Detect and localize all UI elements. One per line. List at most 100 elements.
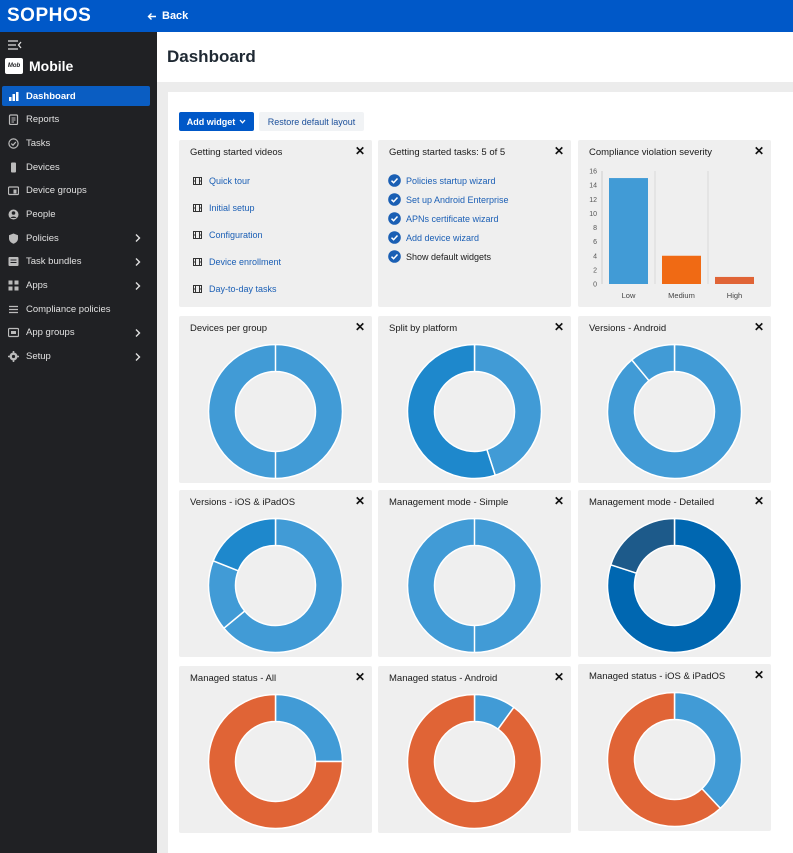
add-widget-button[interactable]: Add widget — [179, 112, 254, 131]
bar-high[interactable] — [715, 276, 754, 284]
donut-slice[interactable] — [609, 517, 676, 575]
sidebar-item-compliance-policies[interactable]: Compliance policies — [2, 299, 150, 319]
add-widget-label: Add widget — [186, 116, 236, 127]
close-icon[interactable]: ✕ — [553, 670, 564, 684]
sidebar-item-people[interactable]: People — [2, 204, 150, 224]
donut-slice[interactable] — [207, 343, 344, 480]
donut-slice[interactable] — [630, 343, 676, 382]
restore-default-layout-button[interactable]: Restore default layout — [259, 112, 364, 131]
task-label: Show default widgets — [406, 251, 492, 262]
donut-slice[interactable] — [212, 517, 277, 572]
page-header: Dashboard — [157, 32, 793, 82]
sidebar-item-task-bundles[interactable]: Task bundles — [2, 252, 150, 272]
video-link[interactable]: Day-to-day tasks — [193, 284, 277, 294]
y-tick-label: 4 — [593, 253, 597, 260]
bar-medium[interactable] — [662, 255, 701, 284]
people-icon — [8, 209, 19, 220]
widget-title: Managed status - All — [190, 673, 277, 684]
film-icon — [193, 258, 202, 266]
donut-slice[interactable] — [606, 517, 743, 654]
managed-status-android-donut — [406, 693, 543, 830]
widget-title: Management mode - Detailed — [589, 497, 715, 508]
close-icon[interactable]: ✕ — [553, 494, 564, 508]
mobile-logo-icon: Mob — [5, 58, 23, 74]
video-link[interactable]: Device enrollment — [193, 257, 281, 267]
close-icon[interactable]: ✕ — [354, 320, 365, 334]
sidebar-item-device-groups[interactable]: Device groups — [2, 181, 150, 201]
close-icon[interactable]: ✕ — [354, 494, 365, 508]
management-mode-simple-donut — [406, 517, 543, 654]
video-link-label: Initial setup — [209, 203, 255, 213]
close-icon[interactable]: ✕ — [553, 144, 564, 158]
sidebar-item-app-groups[interactable]: App groups — [2, 323, 150, 343]
sidebar-item-apps[interactable]: Apps — [2, 276, 150, 296]
donut-slice[interactable] — [406, 517, 543, 654]
back-label: Back — [162, 10, 189, 22]
check-circle-icon — [388, 193, 401, 206]
close-icon[interactable]: ✕ — [753, 320, 764, 334]
sidebar-item-reports[interactable]: Reports — [2, 110, 150, 130]
widget-title: Versions - iOS & iPadOS — [190, 497, 296, 508]
video-link[interactable]: Initial setup — [193, 203, 255, 213]
sidebar-item-devices[interactable]: Devices — [2, 157, 150, 177]
video-link-label: Quick tour — [209, 176, 251, 186]
sidebar-item-policies[interactable]: Policies — [2, 228, 150, 248]
sophos-logo: SOPHOS — [7, 5, 92, 26]
widget-compliance-violation-severity: Compliance violation severity ✕ 0 2 4 6 8 10 1… — [578, 140, 771, 307]
back-button[interactable]: Back — [147, 10, 188, 22]
y-tick-label: 0 — [593, 282, 597, 289]
reports-icon — [8, 114, 19, 126]
task-item: Show default widgets — [388, 250, 491, 263]
video-link[interactable]: Quick tour — [193, 176, 250, 186]
widget-title: Management mode - Simple — [389, 497, 509, 508]
close-icon[interactable]: ✕ — [753, 668, 764, 682]
managed-status-all-donut — [207, 693, 344, 830]
sidebar-item-label: People — [26, 208, 56, 220]
devices-per-group-donut — [207, 343, 344, 480]
widget-split-by-platform: Split by platform ✕ — [378, 316, 571, 483]
donut-slice[interactable] — [406, 343, 497, 480]
check-circle-icon — [388, 174, 401, 187]
donut-slice[interactable] — [606, 691, 722, 828]
widget-title: Getting started videos — [190, 147, 283, 158]
task-item[interactable]: APNs certificate wizard — [388, 212, 499, 225]
sidebar-item-dashboard[interactable]: Dashboard — [2, 86, 150, 106]
product-name: Mobile — [29, 58, 74, 74]
check-circle-icon — [388, 212, 401, 225]
task-item[interactable]: Policies startup wizard — [388, 174, 496, 187]
donut-slice[interactable] — [274, 693, 344, 763]
widget-management-mode-detailed: Management mode - Detailed ✕ — [578, 490, 771, 657]
close-icon[interactable]: ✕ — [553, 320, 564, 334]
task-label: Add device wizard — [406, 232, 480, 243]
donut-slice[interactable] — [473, 343, 543, 477]
chevron-right-icon — [135, 257, 141, 266]
sidebar-nav: Dashboard Reports Tasks Devices Device group… — [2, 86, 150, 370]
devices-icon — [11, 162, 16, 173]
sidebar-item-tasks[interactable]: Tasks — [2, 133, 150, 153]
sidebar-item-label: App groups — [26, 327, 75, 339]
sidebar-item-setup[interactable]: Setup — [2, 347, 150, 367]
widget-devices-per-group: Devices per group ✕ — [179, 316, 372, 483]
managed-status-ios-donut — [606, 691, 743, 828]
task-item[interactable]: Set up Android Enterprise — [388, 193, 509, 206]
widget-title: Getting started tasks: 5 of 5 — [389, 147, 506, 158]
task-item[interactable]: Add device wizard — [388, 231, 479, 244]
donut-slice[interactable] — [673, 691, 743, 810]
close-icon[interactable]: ✕ — [753, 144, 764, 158]
y-tick-label: 14 — [589, 183, 597, 190]
donut-slice[interactable] — [222, 517, 344, 654]
donut-slice[interactable] — [406, 693, 543, 830]
close-icon[interactable]: ✕ — [354, 144, 365, 158]
collapse-menu-icon[interactable] — [7, 39, 23, 51]
chevron-down-icon — [239, 119, 246, 124]
video-link-label: Day-to-day tasks — [209, 284, 277, 294]
donut-slice[interactable] — [207, 693, 344, 830]
close-icon[interactable]: ✕ — [753, 494, 764, 508]
product-brand: Mob Mobile — [5, 58, 73, 74]
task-label: APNs certificate wizard — [406, 213, 499, 224]
bar-low[interactable] — [609, 178, 648, 284]
close-icon[interactable]: ✕ — [354, 670, 365, 684]
y-tick-label: 10 — [589, 211, 597, 218]
donut-slice[interactable] — [606, 343, 743, 480]
video-link[interactable]: Configuration — [193, 230, 263, 240]
